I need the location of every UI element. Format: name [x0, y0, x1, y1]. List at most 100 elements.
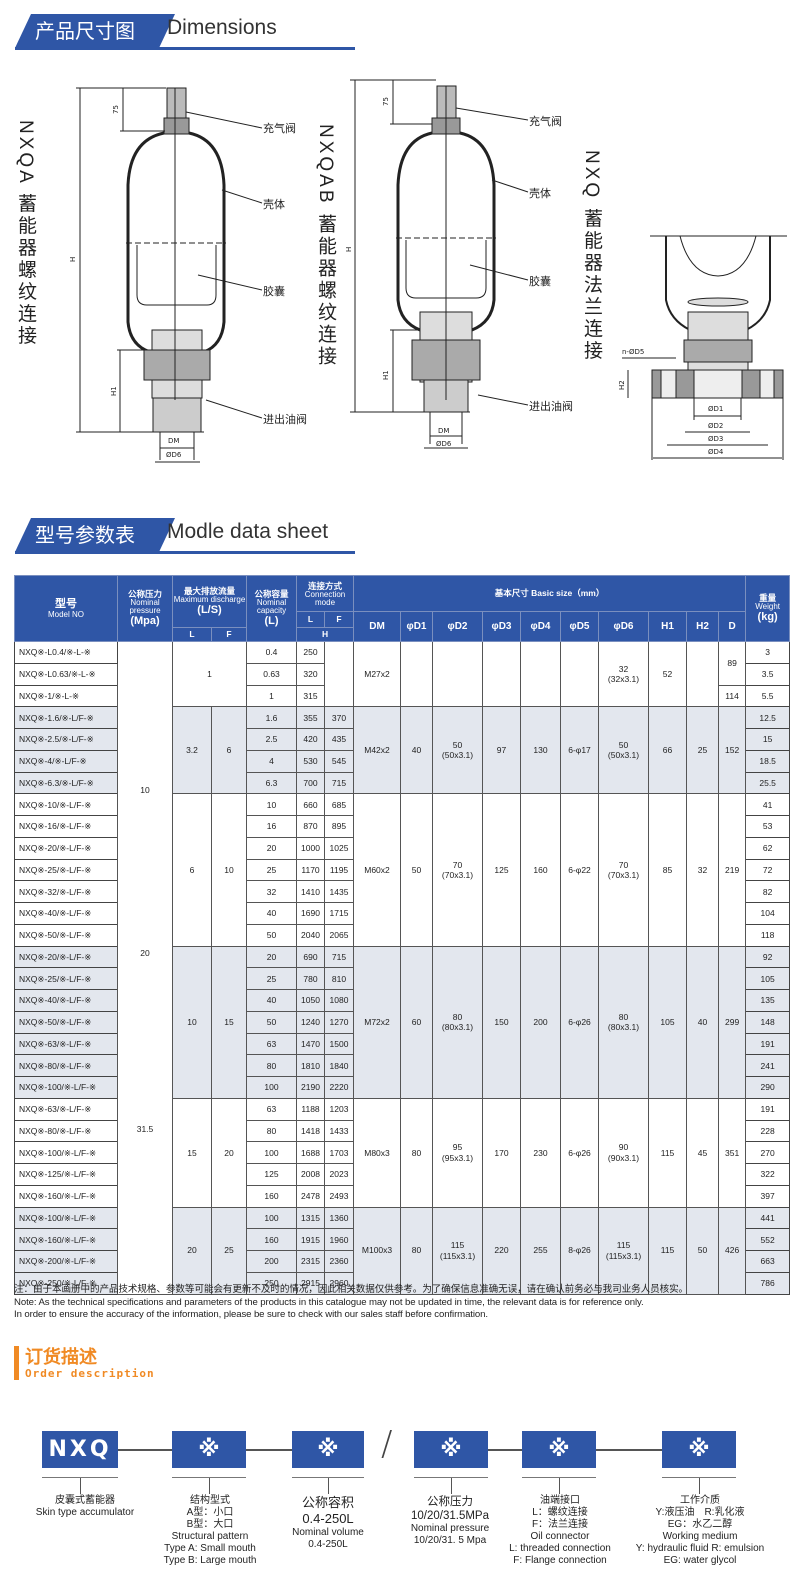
- header-discharge-l: L: [172, 627, 212, 642]
- model-cell: NXQ※-20/※-L/F-※: [14, 836, 118, 860]
- d-cell: 114: [718, 684, 747, 708]
- order-caption: 工作介质 Y:液压油 R:乳化液 EG：水乙二醇 Working medium Y: h…: [620, 1495, 780, 1567]
- table-row: NXQ※-1/※-L-※ 1 315 114 5.5: [14, 684, 791, 708]
- model-cell: NXQ※-2.5/※-L/F-※: [14, 728, 118, 751]
- weight-cell: 92: [745, 945, 791, 969]
- h-l-cell: 870: [296, 815, 326, 838]
- d-cell: 351: [718, 1097, 747, 1208]
- h-f-cell: 1960: [324, 1228, 355, 1251]
- h2-cell: 40: [686, 945, 720, 1099]
- h-l-cell: 355: [296, 706, 326, 729]
- caption-line: A型：小口: [186, 1507, 234, 1518]
- weight-cell: 62: [745, 836, 791, 860]
- weight-cell: 41: [745, 793, 791, 816]
- h-f-cell: 1703: [324, 1141, 355, 1164]
- model-cell: NXQ※-6.3/※-L/F-※: [14, 771, 118, 795]
- table-row: NXQ※-40/※-L/F-※ 40 1690 1715 104: [14, 902, 791, 925]
- header-col-d: D: [718, 611, 747, 642]
- caption-line: Oil connector: [530, 1531, 590, 1542]
- h-f-cell: 715: [324, 771, 355, 795]
- d1-cell: 80: [400, 1097, 434, 1208]
- capacity-cell: 200: [246, 1250, 298, 1273]
- drawing-title-nxqa: NXQA 蓄能器螺纹连接: [15, 120, 36, 348]
- table-row: NXQ※-25/※-L/F-※ 25 1170 1195 72: [14, 858, 791, 882]
- h-f-cell: 1270: [324, 1010, 355, 1034]
- capacity-cell: 4: [246, 749, 298, 773]
- capacity-cell: 0.63: [246, 662, 298, 686]
- model-cell: NXQ※-80/※-L/F-※: [14, 1054, 118, 1077]
- capacity-cell: 160: [246, 1184, 298, 1208]
- caption-line: Type B: Large mouth: [163, 1555, 257, 1566]
- table-row: NXQ※-80/※-L/F-※ 80 1810 1840 241: [14, 1054, 791, 1077]
- d4-cell: 230: [520, 1097, 562, 1208]
- table-row: NXQ※-63/※-L/F-※ 63 1470 1500 191: [14, 1032, 791, 1056]
- dim-d4: ØD4: [708, 448, 724, 456]
- order-caption: 皮囊式蓄能器 Skin type accumulator: [20, 1495, 150, 1519]
- dm-cell: M100x3: [353, 1206, 402, 1295]
- caption-tick: [80, 1478, 81, 1494]
- weight-cell: 72: [745, 858, 791, 882]
- table-row: NXQ※-1.6/※-L/F-※ 3.2 6 1.6 355 370 M42x2 40 50 (5…: [14, 706, 791, 795]
- d5-cell: [560, 640, 600, 708]
- h-l-cell: 1690: [296, 902, 326, 925]
- table-row: NXQ※-250/※-L/F-※ 250 2915 2960 786: [14, 1271, 791, 1295]
- d2-cell: 95 (95x3.1): [432, 1097, 484, 1208]
- h-l-cell: 2190: [296, 1076, 326, 1099]
- model-cell: NXQ※-25/※-L/F-※: [14, 858, 118, 882]
- capacity-cell: 32: [246, 880, 298, 903]
- weight-cell: 25.5: [745, 771, 791, 795]
- weight-cell: 228: [745, 1119, 791, 1143]
- dim-h: H: [345, 246, 353, 252]
- capacity-cell: 40: [246, 902, 298, 925]
- order-title-cn: 订货描述: [25, 1347, 97, 1368]
- header-col-dd3: φD3: [482, 611, 522, 642]
- weight-cell: 18.5: [745, 749, 791, 773]
- h-l-cell: 1915: [296, 1228, 326, 1251]
- d2-cell: [432, 640, 484, 708]
- weight-cell: 148: [745, 1010, 791, 1034]
- h-l-cell: 1810: [296, 1054, 326, 1077]
- drawing-title-nxq-flange: NXQ 蓄能器法兰连接: [581, 150, 602, 363]
- order-code-box: NXQ: [42, 1431, 118, 1468]
- label-charge-valve: 充气阀: [529, 115, 562, 128]
- table-row: NXQ※-50/※-L/F-※ 50 1240 1270 148: [14, 1010, 791, 1034]
- capacity-cell: 20: [246, 836, 298, 860]
- header-conn-l: L: [296, 611, 326, 628]
- d6-cell: 90 (90x3.1): [598, 1097, 650, 1208]
- h-f-cell: 545: [324, 749, 355, 773]
- header-col-dm: DM: [353, 611, 402, 642]
- d3-cell: [482, 640, 522, 708]
- table-row: NXQ※-200/※-L/F-※ 200 2315 2360 663: [14, 1250, 791, 1273]
- model-cell: NXQ※-160/※-L/F-※: [14, 1228, 118, 1251]
- header-model: 型号 Model NO: [14, 575, 118, 642]
- h-f-cell: 1080: [324, 989, 355, 1012]
- header-capacity: 公称容量 Nominal capacity (L): [246, 575, 298, 642]
- order-code-box: ※: [662, 1431, 736, 1468]
- order-caption: 公称容积 0.4-250L Nominal volume 0.4-250L: [268, 1495, 388, 1551]
- table-row: NXQ※-160/※-L/F-※ 160 2478 2493 397: [14, 1184, 791, 1208]
- order-separator: /: [381, 1424, 393, 1464]
- caption-rule: [292, 1477, 364, 1478]
- h-l-cell: 1410: [296, 880, 326, 903]
- weight-cell: 191: [745, 1032, 791, 1056]
- dim-75: 75: [382, 97, 390, 106]
- h-l-cell: 1050: [296, 989, 326, 1012]
- capacity-cell: 63: [246, 1097, 298, 1121]
- d1-cell: 80: [400, 1206, 434, 1295]
- h-l-cell: 1470: [296, 1032, 326, 1056]
- header-rule: [15, 47, 355, 50]
- weight-cell: 786: [745, 1271, 791, 1295]
- caption-tick: [699, 1478, 700, 1494]
- dimension-drawings: [76, 79, 787, 463]
- capacity-cell: 160: [246, 1228, 298, 1251]
- model-cell: NXQ※-100/※-L/F-※: [14, 1141, 118, 1164]
- caption-line: 皮囊式蓄能器: [55, 1495, 115, 1506]
- dm-cell: M80x3: [353, 1097, 402, 1208]
- d1-cell: [400, 640, 434, 708]
- h-f-cell: 895: [324, 815, 355, 838]
- h1-cell: 66: [648, 706, 688, 795]
- h-f-cell: 2360: [324, 1250, 355, 1273]
- h-l-cell: 2040: [296, 923, 326, 947]
- d-cell: 152: [718, 706, 747, 795]
- d5-cell: 6-φ22: [560, 793, 600, 947]
